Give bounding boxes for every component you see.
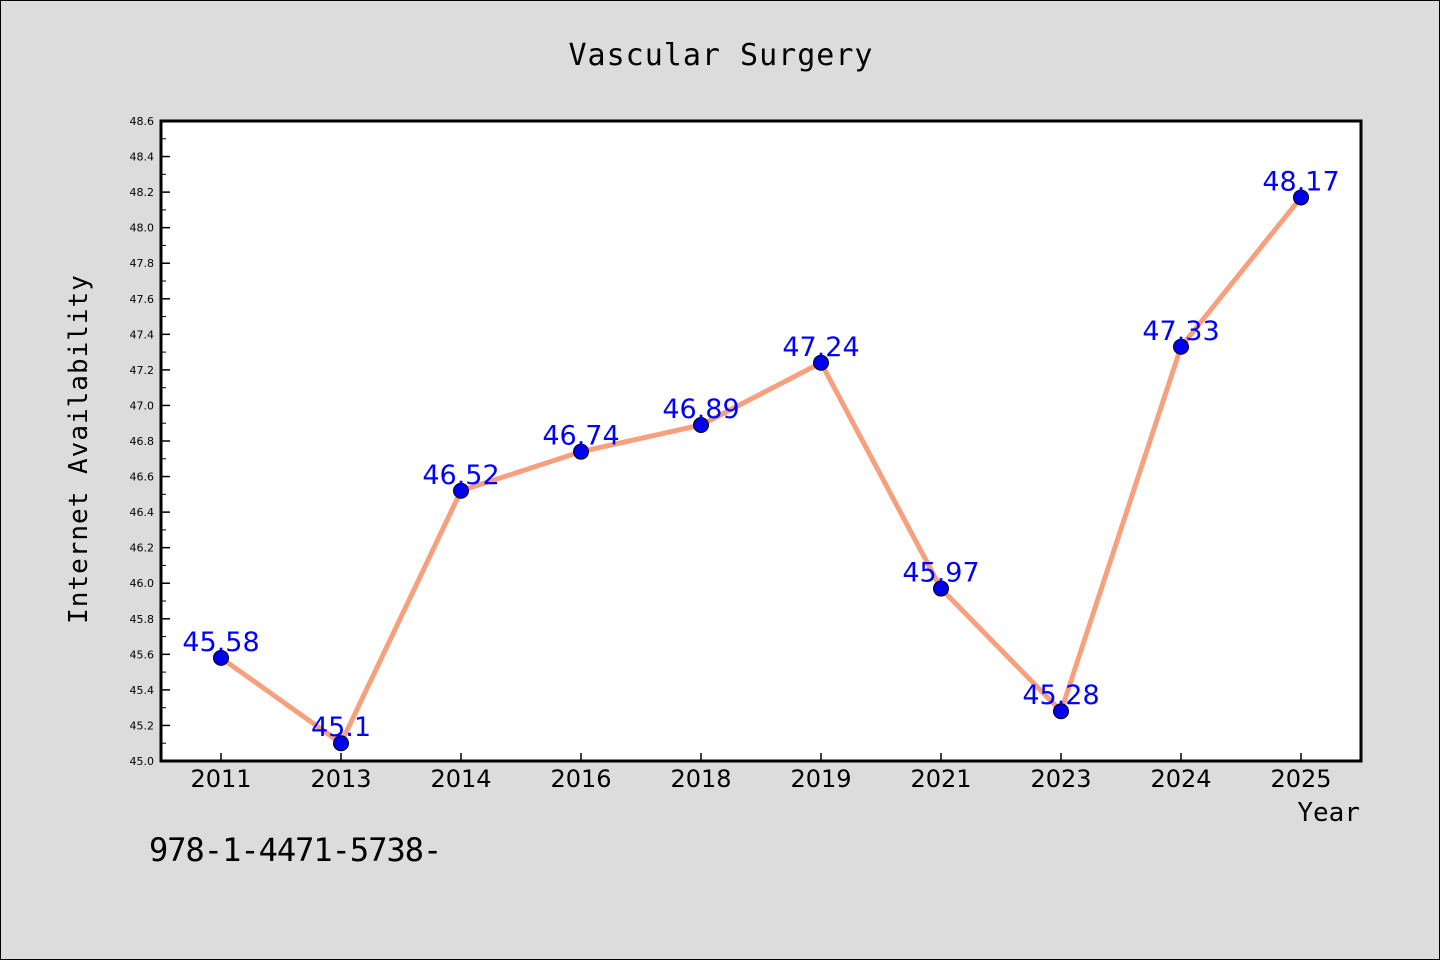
data-point (333, 735, 349, 752)
chart-title: Vascular Surgery (569, 38, 874, 73)
data-label: 45.97 (902, 558, 979, 589)
y-tick-label: 45.4 (130, 684, 155, 697)
data-point (1053, 703, 1069, 720)
x-tick-label: 2024 (1150, 765, 1211, 793)
y-tick-label: 48.6 (130, 115, 155, 128)
data-label: 46.89 (662, 394, 739, 425)
x-tick-label: 2019 (790, 765, 851, 793)
x-tick-label: 2021 (910, 765, 971, 793)
data-label: 45.58 (182, 627, 259, 658)
footnote-text: 978-1-4471-5738- (149, 831, 442, 869)
y-tick-label: 46.6 (130, 471, 155, 484)
y-tick-label: 45.6 (130, 648, 155, 661)
plot-area (159, 119, 1363, 763)
y-tick-label: 47.0 (130, 399, 155, 412)
series-line (219, 195, 1303, 746)
y-tick-label: 47.2 (130, 364, 155, 377)
x-axis-label: Year (1297, 798, 1360, 828)
data-label: 45.28 (1022, 680, 1099, 711)
data-point (933, 580, 949, 597)
y-axis-label: Internet Availability (64, 274, 94, 624)
y-tick-label: 46.2 (130, 542, 155, 555)
data-point (1293, 189, 1309, 206)
y-tick-label: 46.8 (130, 435, 155, 448)
x-tick-label: 2014 (430, 765, 491, 793)
y-tick-label: 47.6 (130, 293, 155, 306)
y-tick-label: 48.4 (130, 151, 155, 164)
x-tick-label: 2011 (190, 765, 251, 793)
y-tick-label: 48.0 (130, 222, 155, 235)
data-label: 46.74 (542, 421, 619, 452)
data-label: 45.1 (311, 712, 371, 743)
data-label: 47.24 (782, 332, 859, 363)
data-point (813, 354, 829, 371)
x-tick-label: 2013 (310, 765, 371, 793)
data-labels: 45.58 45.1 46.52 46.74 46.89 47.24 45.97 45.28 4… (182, 166, 1339, 743)
x-tick-label: 2023 (1030, 765, 1091, 793)
data-point (213, 649, 229, 666)
y-tick-label: 47.4 (130, 328, 155, 341)
y-axis: 45.0 45.2 45.4 45.6 45.8 46.0 46.2 46.4 46.6 46.8… (130, 115, 170, 768)
data-label: 46.52 (422, 460, 499, 491)
y-tick-label: 45.2 (130, 719, 155, 732)
data-point (693, 417, 709, 433)
y-tick-label: 46.0 (130, 577, 155, 590)
x-tick-label: 2016 (550, 765, 611, 793)
data-point (453, 482, 469, 499)
y-tick-label: 47.8 (130, 257, 155, 270)
y-tick-label: 46.4 (130, 506, 155, 519)
y-tick-label: 48.2 (130, 186, 155, 199)
data-markers (213, 189, 1309, 752)
x-tick-label: 2025 (1270, 765, 1331, 793)
data-point (573, 443, 589, 460)
data-label: 48.17 (1262, 166, 1339, 197)
y-tick-label: 45.8 (130, 613, 155, 626)
data-point (1173, 338, 1189, 355)
y-tick-label: 45.0 (130, 755, 155, 768)
x-tick-label: 2018 (670, 765, 731, 793)
data-label: 47.33 (1142, 316, 1219, 347)
x-axis: 2011 2013 2014 2016 2018 2019 2021 2023 2024 2025 (190, 753, 1332, 793)
